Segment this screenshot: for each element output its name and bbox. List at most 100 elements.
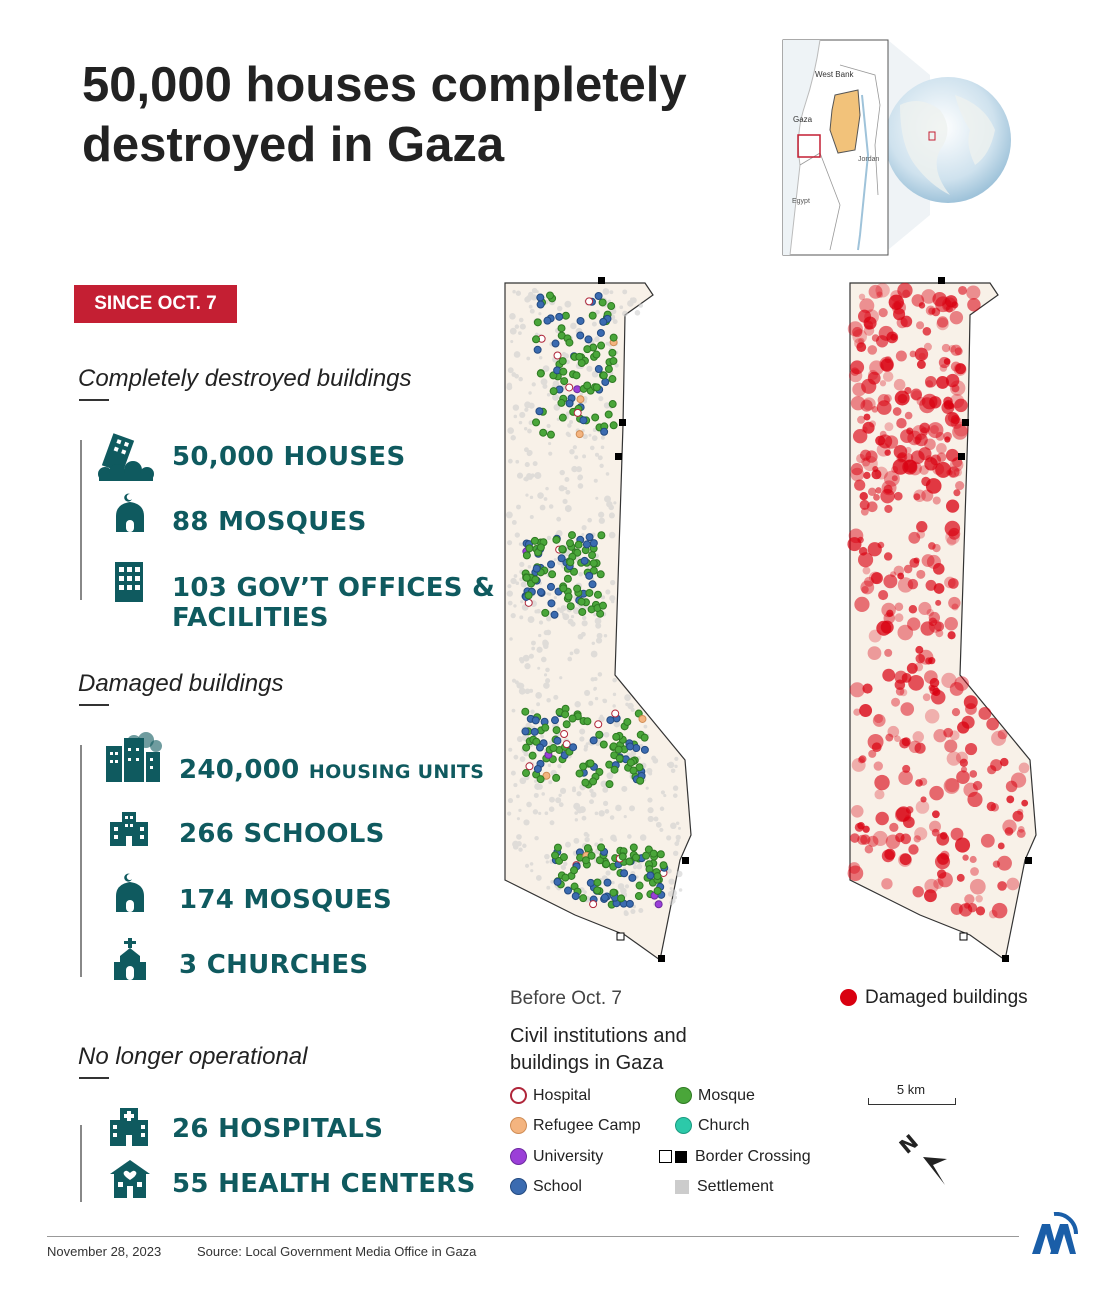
settlement-mark xyxy=(538,620,544,625)
settlement-mark xyxy=(630,908,636,915)
damage-marker xyxy=(925,380,934,388)
settlement-mark xyxy=(567,656,573,662)
border-crossing-closed-swatch xyxy=(675,1150,687,1163)
settlement-mark xyxy=(525,493,529,497)
settlement-mark xyxy=(585,742,589,746)
school-marker xyxy=(580,556,589,565)
settlement-mark xyxy=(529,688,534,693)
settlement-mark xyxy=(645,786,649,790)
damage-marker xyxy=(936,375,949,389)
settlement-mark xyxy=(536,646,543,653)
settlement-mark xyxy=(523,476,529,482)
damage-marker xyxy=(935,599,942,606)
settlement-mark xyxy=(667,891,674,897)
settlement-mark xyxy=(672,785,679,791)
damage-marker xyxy=(893,491,903,501)
settlement-mark xyxy=(529,514,534,519)
damage-marker xyxy=(913,835,921,843)
settlement-mark xyxy=(586,833,590,838)
settlement-mark xyxy=(579,728,586,735)
settlement-mark xyxy=(516,682,523,689)
mosque-marker xyxy=(605,780,614,789)
mosque-marker xyxy=(541,723,550,732)
settlement-mark xyxy=(546,535,552,541)
hospital-marker xyxy=(594,720,603,729)
damage-marker xyxy=(955,751,968,764)
settlement-mark xyxy=(591,321,597,327)
damage-marker xyxy=(890,333,898,341)
damage-marker xyxy=(930,689,946,705)
settlement-mark xyxy=(510,613,516,619)
damage-marker xyxy=(885,834,901,849)
settlement-mark xyxy=(561,612,566,616)
settlement-mark xyxy=(565,411,571,416)
damage-marker xyxy=(854,596,870,612)
settlement-mark xyxy=(513,414,518,419)
settlement-mark xyxy=(518,317,524,323)
damage-marker xyxy=(861,378,877,394)
damage-marker xyxy=(871,406,879,413)
mosque-marker xyxy=(562,720,571,729)
mosque-marker xyxy=(565,338,574,347)
damage-marker xyxy=(932,563,945,575)
settlement-mark xyxy=(673,895,678,900)
settlement-mark xyxy=(653,816,659,822)
settlement-mark xyxy=(556,417,560,421)
damage-marker xyxy=(862,683,873,694)
damage-marker xyxy=(931,828,940,837)
damage-marker xyxy=(876,400,892,415)
settlement-mark xyxy=(675,821,680,825)
settlement-mark xyxy=(530,709,535,714)
hospital-marker xyxy=(525,762,534,771)
settlement-mark xyxy=(607,299,612,303)
school-marker xyxy=(531,716,540,725)
settlement-mark xyxy=(666,762,671,767)
damage-marker xyxy=(933,878,944,890)
settlement-mark xyxy=(516,817,520,821)
university-marker xyxy=(654,900,663,909)
damage-marker xyxy=(884,422,894,432)
settlement-mark xyxy=(571,788,577,793)
border-crossing-marker xyxy=(938,277,945,284)
settlement-mark xyxy=(518,331,522,335)
damage-marker xyxy=(918,447,932,461)
mosque-marker xyxy=(581,856,590,865)
damage-marker xyxy=(874,774,890,791)
settlement-mark xyxy=(562,498,568,505)
settlement-mark xyxy=(639,834,647,841)
damage-marker xyxy=(986,717,999,731)
settlement-mark xyxy=(574,811,579,815)
mosque-marker xyxy=(589,777,598,786)
settlement-mark xyxy=(558,485,565,492)
settlement-mark xyxy=(623,815,627,819)
mosque-marker xyxy=(557,398,566,407)
damage-marker xyxy=(884,449,891,456)
settlement-mark xyxy=(588,433,592,437)
settlement-mark xyxy=(507,811,512,816)
settlement-mark xyxy=(584,689,591,696)
damage-marker xyxy=(969,770,978,778)
settlement-mark xyxy=(594,842,599,847)
settlement-mark xyxy=(540,378,548,386)
damage-marker xyxy=(970,867,979,876)
damage-marker xyxy=(964,742,978,756)
damage-marker xyxy=(947,631,956,640)
hospital-marker xyxy=(589,900,598,909)
settlement-mark xyxy=(516,736,523,743)
mosque-marker xyxy=(653,872,662,881)
damage-marker xyxy=(916,396,926,406)
damage-marker xyxy=(944,411,960,427)
damage-marker xyxy=(915,645,924,654)
damage-marker xyxy=(950,827,964,841)
settlement-mark xyxy=(578,806,586,814)
vertical-rule xyxy=(80,440,82,600)
damage-marker xyxy=(850,467,865,482)
school-marker xyxy=(601,378,610,387)
damage-marker xyxy=(854,338,865,349)
settlement-mark xyxy=(669,900,675,906)
settlement-mark xyxy=(549,796,555,803)
damage-marker xyxy=(891,697,901,707)
north-label: N xyxy=(895,1129,923,1158)
damage-marker xyxy=(991,730,1007,746)
settlement-mark xyxy=(543,682,550,689)
